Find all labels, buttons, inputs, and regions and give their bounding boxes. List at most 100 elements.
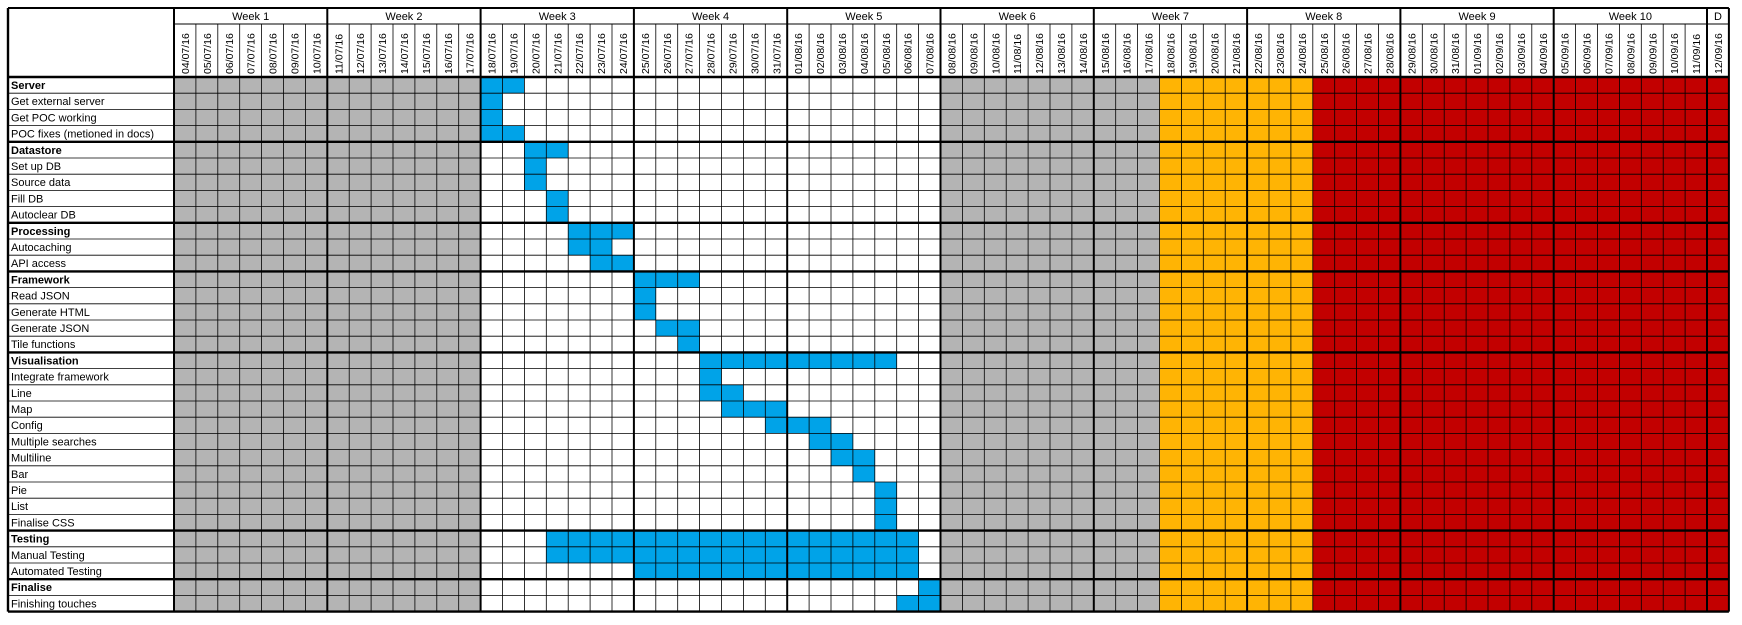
- timeline-cell: [1269, 222, 1291, 239]
- group-label: Server: [11, 80, 46, 92]
- timeline-cell: [1444, 77, 1467, 94]
- timeline-cell: [1093, 368, 1116, 385]
- timeline-cell: [502, 174, 525, 191]
- timeline-cell: [1422, 384, 1445, 401]
- timeline-cell: [940, 174, 963, 191]
- timeline-cell: [1597, 271, 1620, 288]
- timeline-cell: [787, 174, 810, 191]
- timeline-cell: [1071, 433, 1094, 450]
- timeline-cell: [1466, 190, 1488, 207]
- timeline-cell: [217, 287, 240, 304]
- timeline-cell: [918, 109, 941, 126]
- timeline-cell: [1663, 336, 1686, 353]
- timeline-cell: [743, 433, 766, 450]
- timeline-cell: [677, 417, 700, 434]
- timeline-cell: [1181, 77, 1204, 94]
- date-tick-label: 30/07/16: [749, 33, 761, 74]
- timeline-cell: [787, 514, 810, 531]
- timeline-cell: [984, 352, 1007, 369]
- timeline-cell: [1553, 190, 1576, 207]
- timeline-cell: [1115, 125, 1138, 142]
- timeline-cell: [1597, 158, 1620, 175]
- timeline-cell: [1093, 206, 1116, 223]
- timeline-cell: [1006, 530, 1029, 547]
- timeline-cell: [655, 174, 678, 191]
- timeline-cell: [1509, 109, 1532, 126]
- date-tick-label: 02/08/16: [815, 33, 827, 74]
- timeline-cell: [1444, 141, 1467, 158]
- timeline-cell: [984, 303, 1007, 320]
- timeline-cell: [1334, 498, 1357, 515]
- timeline-cell: [721, 320, 744, 337]
- date-tick-label: 28/08/16: [1384, 33, 1396, 74]
- timeline-cell: [743, 384, 766, 401]
- timeline-cell: [787, 141, 810, 158]
- timeline-cell: [1115, 303, 1138, 320]
- timeline-cell: [217, 579, 240, 596]
- timeline-cell: [568, 287, 591, 304]
- timeline-cell: [1247, 401, 1269, 418]
- timeline-cell: [283, 417, 306, 434]
- date-tick-label: 10/09/16: [1669, 33, 1681, 74]
- timeline-cell: [633, 255, 656, 272]
- timeline-cell: [962, 320, 985, 337]
- timeline-cell: [393, 158, 415, 175]
- timeline-cell: [239, 401, 262, 418]
- timeline-cell: [1290, 190, 1313, 207]
- timeline-cell: [1422, 93, 1445, 110]
- timeline-cell: [393, 514, 415, 531]
- timeline-cell: [414, 125, 437, 142]
- task-label: Fill DB: [11, 193, 43, 205]
- timeline-cell: [1203, 206, 1226, 223]
- timeline-cell: [918, 465, 941, 482]
- timeline-cell: [1312, 125, 1335, 142]
- timeline-cell: [1159, 239, 1182, 256]
- timeline-cell: [590, 303, 612, 320]
- timeline-cell: [1422, 563, 1445, 580]
- timeline-cell: [1444, 530, 1467, 547]
- date-tick-label: 07/08/16: [925, 33, 937, 74]
- task-bar-cell: [633, 530, 656, 547]
- timeline-cell: [1225, 336, 1248, 353]
- timeline-cell: [962, 498, 985, 515]
- timeline-cell: [1071, 141, 1094, 158]
- task-bar-cell: [874, 530, 897, 547]
- timeline-cell: [1597, 352, 1620, 369]
- timeline-cell: [1685, 401, 1707, 418]
- timeline-cell: [546, 303, 569, 320]
- timeline-cell: [1006, 401, 1029, 418]
- timeline-cell: [1488, 530, 1510, 547]
- timeline-cell: [721, 141, 744, 158]
- timeline-cell: [590, 93, 612, 110]
- timeline-cell: [1006, 239, 1029, 256]
- task-bar-cell: [699, 384, 722, 401]
- timeline-cell: [612, 303, 634, 320]
- timeline-cell: [1488, 320, 1510, 337]
- timeline-cell: [1641, 190, 1664, 207]
- timeline-cell: [1290, 239, 1313, 256]
- timeline-cell: [1531, 579, 1554, 596]
- timeline-cell: [305, 449, 328, 466]
- timeline-cell: [1071, 514, 1094, 531]
- timeline-cell: [1006, 190, 1029, 207]
- timeline-cell: [1575, 239, 1598, 256]
- week-label: Week 5: [845, 11, 882, 23]
- timeline-cell: [524, 222, 547, 239]
- timeline-cell: [1312, 239, 1335, 256]
- timeline-cell: [458, 271, 481, 288]
- timeline-cell: [1444, 93, 1467, 110]
- timeline-cell: [546, 125, 569, 142]
- timeline-cell: [699, 158, 722, 175]
- timeline-cell: [1028, 287, 1050, 304]
- timeline-cell: [1115, 93, 1138, 110]
- timeline-cell: [633, 465, 656, 482]
- timeline-cell: [327, 190, 350, 207]
- timeline-cell: [831, 498, 853, 515]
- timeline-cell: [1006, 514, 1029, 531]
- timeline-cell: [1115, 287, 1138, 304]
- timeline-cell: [1466, 174, 1488, 191]
- timeline-cell: [414, 239, 437, 256]
- timeline-cell: [371, 158, 393, 175]
- task-label: Autocaching: [11, 242, 72, 254]
- timeline-cell: [349, 546, 372, 563]
